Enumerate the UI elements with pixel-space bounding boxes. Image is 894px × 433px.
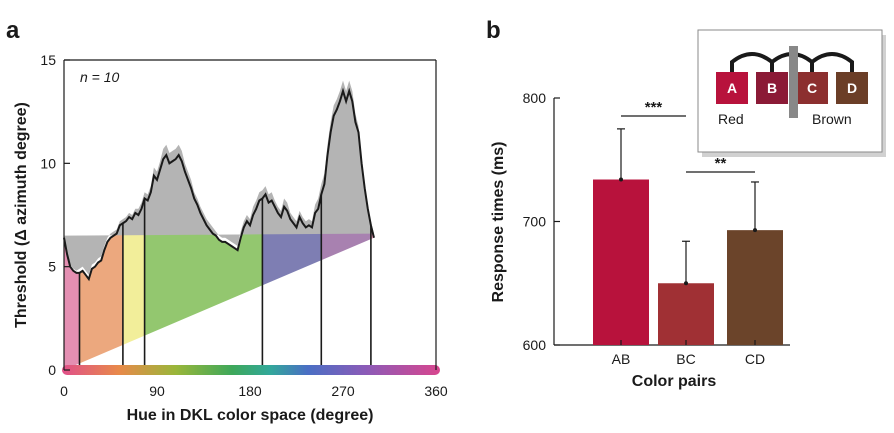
hue-band-6 <box>370 91 374 370</box>
legend-swatch-label-D: D <box>847 80 857 96</box>
x-tick-label-a: 90 <box>149 383 165 399</box>
y-tick-label-a: 15 <box>40 52 56 68</box>
y-axis-title-b: Response times (ms) <box>490 142 507 303</box>
bar-AB <box>593 179 649 345</box>
legend-group-red: Red <box>718 111 744 127</box>
x-tick-label-BC: BC <box>676 351 695 367</box>
hue-band-0 <box>64 91 80 370</box>
panel-a-letter: a <box>6 17 20 44</box>
y-tick-label-b: 600 <box>523 337 547 353</box>
bar-CD <box>727 230 783 345</box>
hue-color-bar <box>62 365 440 375</box>
panel-a-chart: 0 5 10 15 0 90 180 270 360 n = 10 Hue in DKL co… <box>13 52 448 424</box>
legend-group-brown: Brown <box>812 111 852 127</box>
mean-marker-BC <box>684 281 688 286</box>
legend-arc-2 <box>810 52 854 72</box>
x-tick-label-CD: CD <box>745 351 765 367</box>
significance-label-1: ** <box>715 155 727 172</box>
legend-swatch-D <box>836 72 868 104</box>
y-axis-title-a: Threshold (Δ azimuth degree) <box>13 102 30 328</box>
legend-swatch-label-A: A <box>727 80 737 96</box>
x-axis-title-b: Color pairs <box>632 373 717 390</box>
legend-swatch-A <box>716 72 748 104</box>
y-tick-label-b: 700 <box>523 214 547 230</box>
y-tick-label-b: 800 <box>523 90 547 106</box>
category-boundary-marker <box>789 46 798 118</box>
color-legend: A B C D Red Brown <box>697 29 886 157</box>
mean-marker-CD <box>753 228 757 233</box>
threshold-line <box>63 87 375 282</box>
x-tick-label-a: 180 <box>238 383 262 399</box>
y-tick-label-a: 0 <box>48 362 56 378</box>
y-tick-label-a: 10 <box>40 155 56 171</box>
n-annotation: n = 10 <box>80 69 120 85</box>
x-tick-label-AB: AB <box>612 351 631 367</box>
x-tick-label-a: 0 <box>60 383 68 399</box>
x-axis-title-a: Hue in DKL color space (degree) <box>127 407 374 424</box>
hue-band-1 <box>79 91 123 370</box>
legend-swatch-label-C: C <box>807 80 817 96</box>
significance-label-0: *** <box>645 99 663 116</box>
legend-swatch-C <box>796 72 828 104</box>
legend-swatch-B <box>756 72 788 104</box>
panel-b-letter: b <box>486 17 501 44</box>
mean-marker-AB <box>619 177 623 182</box>
x-tick-label-a: 270 <box>331 383 355 399</box>
y-tick-label-a: 5 <box>48 259 56 275</box>
bar-BC <box>658 283 714 345</box>
x-tick-label-a: 360 <box>424 383 448 399</box>
legend-swatch-label-B: B <box>767 80 777 96</box>
